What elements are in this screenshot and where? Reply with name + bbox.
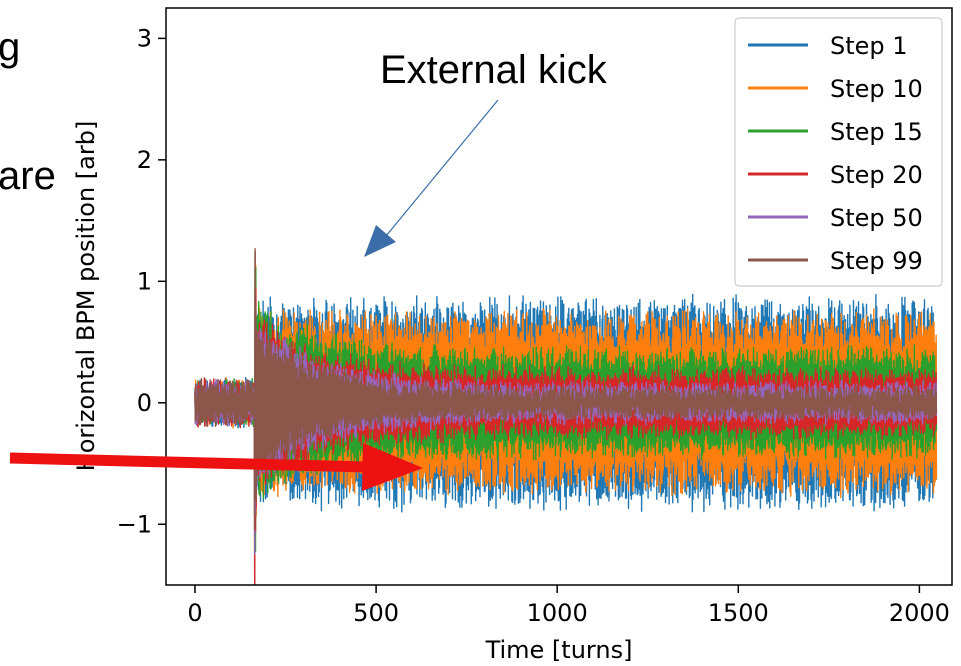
left-text-fragment-2: are — [0, 154, 56, 198]
y-tick-label: −1 — [117, 510, 152, 538]
red-arrow-head — [362, 443, 423, 491]
legend: Step 1 Step 10 Step 15 Step 20 Step 50 Step 9… — [734, 17, 943, 287]
legend-label: Step 99 — [830, 247, 923, 275]
legend-label: Step 10 — [830, 75, 923, 103]
y-tick-label: 3 — [137, 24, 152, 52]
legend-label: Step 50 — [830, 204, 923, 232]
x-axis: 0 500 1000 1500 2000 — [187, 585, 950, 627]
legend-box — [734, 17, 943, 287]
external-kick-arrow-head — [364, 225, 396, 257]
red-arrow-line — [9, 452, 369, 473]
y-tick-label: 0 — [137, 389, 152, 417]
y-axis: −1 0 1 2 3 — [117, 24, 166, 538]
y-tick-label: 2 — [137, 146, 152, 174]
y-tick-label: 1 — [137, 267, 152, 295]
left-text-fragment-1: g — [0, 25, 20, 69]
external-kick-arrow-line — [385, 99, 499, 237]
legend-label: Step 20 — [830, 161, 923, 189]
x-axis-title: Time [turns] — [485, 636, 633, 664]
trace-layer — [194, 248, 938, 585]
x-tick-label: 1000 — [527, 599, 588, 627]
series-line-step-99 — [194, 248, 938, 530]
external-kick-label: External kick — [380, 48, 608, 92]
y-axis-title: Horizontal BPM position [arb] — [72, 121, 100, 472]
x-tick-label: 0 — [187, 599, 202, 627]
x-tick-label: 500 — [353, 599, 399, 627]
x-tick-label: 2000 — [889, 599, 950, 627]
legend-label: Step 15 — [830, 118, 923, 146]
plot-area-frame — [165, 7, 953, 586]
x-tick-label: 1500 — [708, 599, 769, 627]
legend-label: Step 1 — [830, 32, 908, 60]
